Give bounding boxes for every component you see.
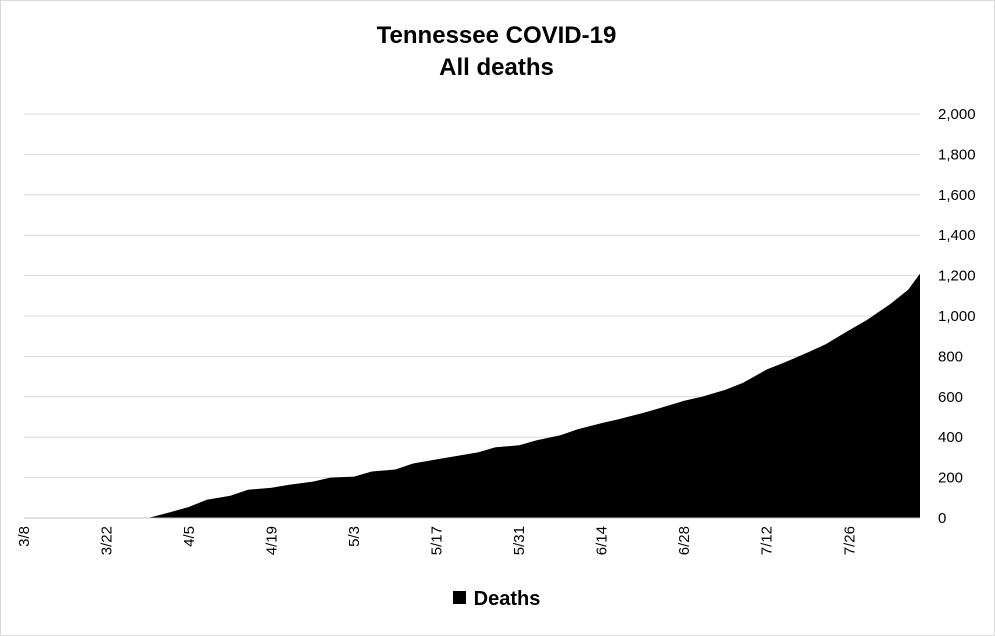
x-tick-label: 5/31 bbox=[511, 526, 528, 555]
x-tick-label: 7/12 bbox=[759, 526, 776, 555]
x-tick-label: 6/28 bbox=[676, 526, 693, 555]
area-series-deaths bbox=[24, 273, 920, 518]
x-tick-label: 7/26 bbox=[841, 526, 858, 555]
y-tick-label: 2,000 bbox=[938, 106, 976, 123]
y-tick-label: 1,200 bbox=[938, 268, 976, 285]
x-tick-label: 6/14 bbox=[594, 526, 611, 555]
legend: Deaths bbox=[0, 588, 993, 611]
x-tick-label: 3/8 bbox=[16, 526, 33, 547]
y-tick-label: 1,000 bbox=[938, 308, 976, 325]
y-tick-label: 1,400 bbox=[938, 227, 976, 244]
legend-label-deaths: Deaths bbox=[473, 588, 541, 610]
chart-subtitle: All deaths bbox=[439, 54, 554, 81]
y-tick-label: 0 bbox=[938, 510, 946, 527]
x-tick-label: 5/3 bbox=[346, 526, 363, 547]
y-tick-label: 1,800 bbox=[938, 146, 976, 163]
x-tick-label: 5/17 bbox=[429, 526, 446, 555]
x-tick-label: 3/22 bbox=[99, 526, 116, 555]
y-tick-label: 200 bbox=[938, 470, 963, 487]
x-tick-label: 4/19 bbox=[264, 526, 281, 555]
y-tick-label: 600 bbox=[938, 389, 963, 406]
chart-title: Tennessee COVID-19 bbox=[376, 22, 617, 49]
y-tick-label: 1,600 bbox=[938, 187, 976, 204]
y-tick-label: 400 bbox=[938, 429, 963, 446]
chart-title-block: Tennessee COVID-19 All deaths bbox=[0, 20, 993, 84]
y-tick-label: 800 bbox=[938, 348, 963, 365]
x-tick-label: 4/5 bbox=[181, 526, 198, 547]
legend-swatch-deaths bbox=[452, 591, 466, 605]
